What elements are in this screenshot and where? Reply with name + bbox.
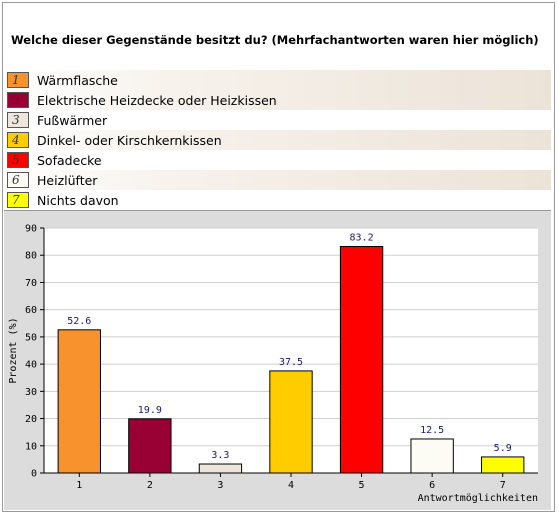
y-tick-label: 10 [25,441,37,452]
legend-label-3: Fußwärmer [37,112,108,128]
x-tick-label: 5 [359,480,365,491]
data-label-1: 52.6 [67,316,91,327]
y-tick-label: 0 [31,469,37,480]
data-label-6: 12.5 [420,425,444,436]
bar-3 [198,463,243,474]
legend-label-7: Nichts davon [37,192,119,208]
legend-swatch-3: 3 [7,112,29,128]
legend-item-2: 2 Elektrische Heizdecke oder Heizkissen [4,90,551,110]
x-tick-label: 2 [147,480,153,491]
question-title: Welche dieser Gegenstände besitzt du? (M… [11,33,539,47]
legend-label-2: Elektrische Heizdecke oder Heizkissen [37,92,277,108]
y-tick-label: 80 [25,251,37,262]
x-tick-label: 7 [500,480,506,491]
legend-label-5: Sofadecke [37,152,102,168]
data-label-2: 19.9 [138,405,162,416]
x-tick-label: 6 [429,480,435,491]
chart-panel: 0 10 20 30 40 50 60 70 80 90 52.6 1 19.9 2 3.3 3 37.5 4 83… [4,210,551,510]
bar-4 [269,370,313,474]
data-label-5: 83.2 [350,233,374,244]
y-tick-label: 30 [25,387,37,398]
legend-swatch-7: 7 [7,192,29,208]
bar-chart: 0 10 20 30 40 50 60 70 80 90 52.6 1 19.9 2 3.3 3 37.5 4 83… [8,224,538,504]
legend-swatch-1: 1 [7,72,29,88]
legend-item-6: 6 Heizlüfter [4,170,551,190]
x-axis-label: Antwortmöglichkeiten [418,493,538,504]
legend-item-5: 5 Sofadecke [4,150,551,170]
legend-item-1: 1 Wärmflasche [4,70,551,90]
x-tick-label: 3 [217,480,223,491]
y-tick-label: 90 [25,224,37,235]
legend-label-4: Dinkel- oder Kirschkernkissen [37,132,222,148]
y-tick-label: 70 [25,278,37,289]
legend-swatch-4: 4 [7,132,29,148]
x-tick-label: 1 [76,480,82,491]
y-axis-label: Prozent (%) [8,317,19,383]
bar-1 [57,329,101,474]
legend-item-7: 7 Nichts davon [4,190,551,210]
bar-2 [128,418,172,474]
data-label-7: 5.9 [494,443,512,454]
legend-label-6: Heizlüfter [37,172,98,188]
x-tick-label: 4 [288,480,294,491]
bar-5 [339,246,384,474]
y-tick-label: 40 [25,360,37,371]
data-label-3: 3.3 [211,450,229,461]
legend-swatch-5: 5 [7,152,29,168]
legend-swatch-2: 2 [7,92,29,108]
legend-swatch-6: 6 [7,172,29,188]
y-tick-label: 50 [25,332,37,343]
bar-7 [481,456,525,474]
bar-6 [410,438,454,474]
legend-item-3: 3 Fußwärmer [4,110,551,130]
data-label-4: 37.5 [279,357,303,368]
y-tick-label: 20 [25,414,37,425]
legend-label-1: Wärmflasche [37,72,118,88]
legend: 1 Wärmflasche 2 Elektrische Heizdecke od… [4,70,551,210]
legend-item-4: 4 Dinkel- oder Kirschkernkissen [4,130,551,150]
y-tick-label: 60 [25,305,37,316]
